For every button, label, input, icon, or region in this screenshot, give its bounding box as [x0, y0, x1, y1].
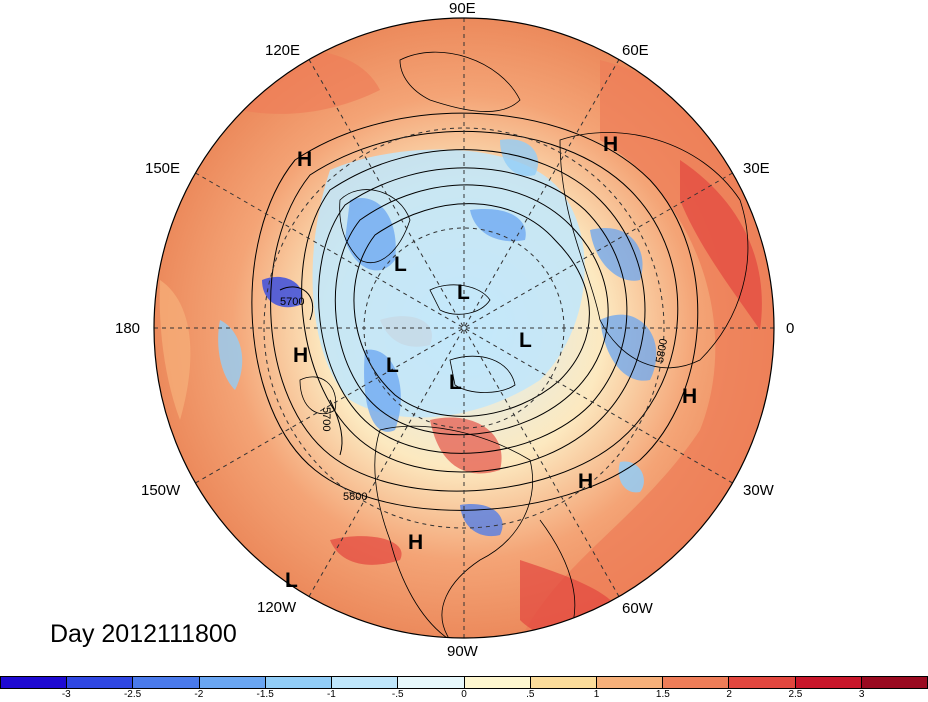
- colorbar-tick-label: 1.5: [655, 689, 670, 700]
- low-pressure-marker: L: [394, 253, 407, 276]
- lon-label-180: 180: [115, 320, 141, 337]
- lon-label-120e: 120E: [265, 42, 301, 59]
- high-pressure-marker: H: [297, 148, 313, 171]
- colorbar-swatch: [199, 677, 266, 688]
- colorbar-swatch: [596, 677, 664, 688]
- anomaly-field: [154, 18, 774, 638]
- colorbar-swatch: [795, 677, 862, 688]
- colorbar-tick-label: 2.5: [788, 689, 803, 700]
- colorbar-tick-label: -2: [194, 689, 204, 700]
- lon-label-30e: 30E: [743, 160, 770, 177]
- contour-label: 5700: [280, 296, 304, 308]
- high-pressure-marker: H: [603, 133, 619, 156]
- colorbar-tick-label: -3: [61, 689, 71, 700]
- lon-label-0: 0: [786, 320, 795, 337]
- colorbar-tick-label: -1: [326, 689, 336, 700]
- colorbar-tick-label: -2.5: [123, 689, 142, 700]
- colorbar-swatch: [398, 677, 465, 688]
- height-contours: [251, 112, 699, 511]
- lon-label-90w: 90W: [447, 643, 478, 660]
- colorbar-tick-label: -.5: [391, 689, 404, 700]
- lon-label-30w: 30W: [743, 482, 774, 499]
- low-pressure-marker: L: [285, 569, 298, 592]
- high-pressure-marker: H: [293, 344, 309, 367]
- colorbar: [0, 676, 928, 689]
- contour-label: 5800: [654, 338, 670, 364]
- date-title: Day 2012111800: [50, 620, 237, 648]
- colorbar-swatch: [265, 677, 333, 688]
- colorbar-swatch: [1, 677, 68, 688]
- high-pressure-marker: H: [682, 385, 698, 408]
- low-pressure-marker: L: [519, 329, 532, 352]
- lon-label-150e: 150E: [145, 160, 181, 177]
- polar-stereographic-map: 5700 5700 5800 5800: [153, 17, 775, 639]
- colorbar-swatch: [861, 677, 928, 688]
- colorbar-swatch: [530, 677, 597, 688]
- lon-label-150w: 150W: [141, 482, 181, 499]
- colorbar-swatch: [133, 677, 200, 688]
- map-border: [153, 17, 775, 639]
- low-pressure-marker: L: [386, 354, 399, 377]
- lon-label-60w: 60W: [622, 600, 653, 617]
- lon-label-90e: 90E: [449, 0, 476, 17]
- colorbar-tick-label: 2: [726, 689, 732, 700]
- low-pressure-marker: L: [457, 281, 470, 304]
- contour-label: 5700: [320, 407, 332, 431]
- lon-label-60e: 60E: [622, 42, 649, 59]
- graticule: [154, 18, 774, 638]
- colorbar-tick-label: 0: [461, 689, 467, 700]
- colorbar-tick-label: 3: [858, 689, 865, 700]
- colorbar-swatch: [464, 677, 531, 688]
- high-pressure-marker: H: [578, 470, 594, 493]
- colorbar-swatch: [67, 677, 134, 688]
- colorbar-tick-label: .5: [526, 689, 535, 700]
- low-pressure-marker: L: [449, 371, 462, 394]
- high-pressure-marker: H: [408, 531, 424, 554]
- colorbar-tick-label: -1.5: [256, 689, 274, 700]
- colorbar-tick-labels: -3 -2.5 -2 -1.5 -1 -.5 0 .5 1 1.5 2 2.5 3: [0, 689, 928, 702]
- lon-label-120w: 120W: [257, 599, 297, 616]
- colorbar-swatch: [729, 677, 796, 688]
- contour-label: 5800: [343, 491, 367, 503]
- colorbar-tick-label: 1: [593, 689, 600, 700]
- colorbar-swatch: [332, 677, 399, 688]
- colorbar-swatch: [663, 677, 730, 688]
